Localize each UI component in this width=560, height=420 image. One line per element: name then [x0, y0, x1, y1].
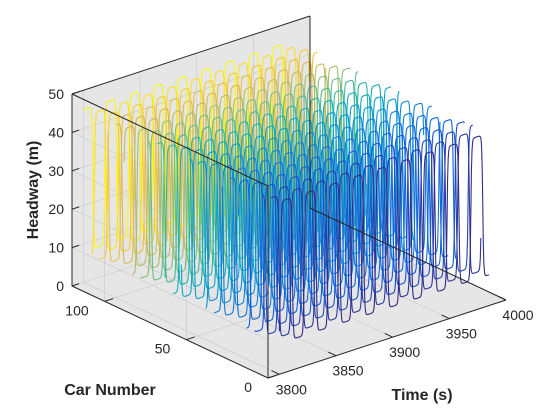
z-tick-label: 10 — [48, 240, 64, 256]
headway-line-car-95 — [123, 63, 335, 267]
z-axis-title: Headway (m) — [25, 141, 42, 240]
axes-box-edge — [71, 15, 311, 95]
y-axis-title: Car Number — [64, 382, 156, 399]
z-tick-label: 50 — [48, 86, 64, 102]
headway-line-car-10 — [262, 124, 473, 335]
z-tick-label: 20 — [48, 201, 64, 217]
headway-line-car-90 — [132, 65, 343, 275]
headway-line-car-70 — [164, 81, 375, 285]
z-tick — [71, 244, 80, 249]
z-tick — [71, 167, 80, 172]
z-tick — [71, 91, 80, 95]
x-tick-label: 3850 — [332, 363, 363, 379]
x-tick-label: 3800 — [276, 381, 307, 397]
z-tick-label: 0 — [56, 278, 64, 294]
y-tick — [267, 374, 277, 379]
y-tick-label: 0 — [244, 379, 252, 395]
x-tick — [271, 370, 280, 375]
x-axis-title: Time (s) — [391, 387, 452, 404]
z-tick — [71, 129, 80, 133]
x-tick-label: 3900 — [389, 344, 420, 360]
y-tick — [186, 336, 195, 341]
z-tick-label: 30 — [48, 163, 64, 179]
headway-series-group — [82, 44, 490, 339]
y-tick-label: 50 — [155, 341, 171, 357]
x-tick — [497, 295, 507, 301]
x-tick — [384, 333, 393, 338]
x-tick — [327, 351, 337, 357]
headway-line-car-15 — [254, 121, 465, 332]
headway-line-car-20 — [246, 119, 457, 329]
x-tick-label: 3950 — [446, 326, 477, 342]
x-tick-label: 4000 — [502, 307, 533, 323]
headway-line-car-45 — [205, 100, 416, 309]
axes-box-edge — [71, 93, 269, 187]
axes-box — [71, 15, 507, 379]
tick-marks — [71, 91, 507, 379]
axes-box-edge — [267, 299, 507, 379]
headway-line-car-5 — [270, 133, 482, 337]
headway-line-car-110 — [99, 49, 310, 260]
axes-box-edge — [309, 207, 507, 301]
y-tick-label: 100 — [65, 302, 89, 318]
x-tick — [441, 314, 450, 320]
headway-line-car-40 — [213, 102, 425, 314]
y-tick — [104, 298, 114, 302]
headway-line-car-115 — [91, 46, 302, 256]
headway-line-car-65 — [172, 84, 384, 295]
z-tick — [71, 283, 80, 287]
z-tick — [71, 206, 80, 210]
z-tick-label: 40 — [48, 124, 64, 140]
headway-line-car-0 — [278, 135, 490, 339]
headway-line-car-25 — [237, 117, 449, 320]
